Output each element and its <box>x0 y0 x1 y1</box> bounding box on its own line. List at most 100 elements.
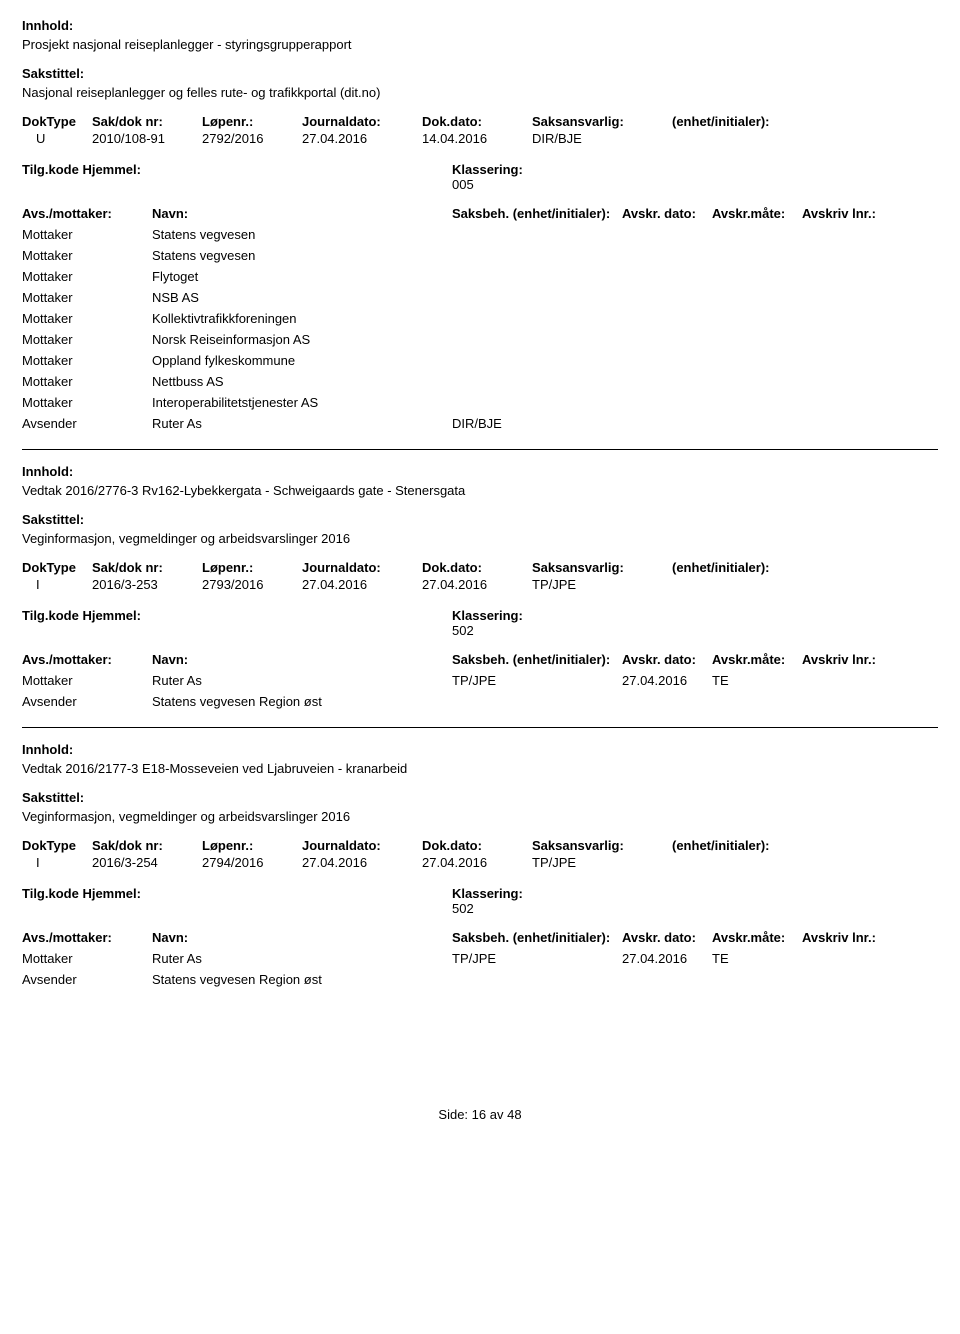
party-header-avskriv-lnr: Avskriv lnr.: <box>802 206 912 221</box>
value-dokDato: 27.04.2016 <box>422 855 532 870</box>
sakstittel-value: Nasjonal reiseplanlegger og felles rute-… <box>22 85 938 100</box>
doc-value-row: I2016/3-2542794/201627.04.201627.04.2016… <box>22 855 938 870</box>
header-dokType: DokType <box>22 560 92 575</box>
klassering-value: 005 <box>452 177 474 192</box>
value-lopenr: 2794/2016 <box>202 855 302 870</box>
party-header-navn: Navn: <box>152 930 452 945</box>
footer-total: 48 <box>507 1107 521 1122</box>
value-saksansvarlig: TP/JPE <box>532 855 672 870</box>
party-header-saksbeh: Saksbeh. (enhet/initialer): <box>452 652 622 667</box>
party-name: Statens vegvesen <box>152 248 452 263</box>
party-row: MottakerKollektivtrafikkforeningen <box>22 311 938 326</box>
header-journaldato: Journaldato: <box>302 114 422 129</box>
party-row: MottakerNettbuss AS <box>22 374 938 389</box>
party-header-navn: Navn: <box>152 652 452 667</box>
party-role: Mottaker <box>22 311 152 326</box>
header-dokDato: Dok.dato: <box>422 838 532 853</box>
party-header-row: Avs./mottaker:Navn:Saksbeh. (enhet/initi… <box>22 652 938 667</box>
party-avskrMate: TE <box>712 673 802 688</box>
party-row: MottakerRuter AsTP/JPE27.04.2016TE <box>22 673 938 688</box>
sakstittel-label: Sakstittel: <box>22 512 938 527</box>
party-header-row: Avs./mottaker:Navn:Saksbeh. (enhet/initi… <box>22 930 938 945</box>
doc-header-row: DokTypeSak/dok nr:Løpenr.:Journaldato:Do… <box>22 114 938 129</box>
tilg-block: Tilg.kode Hjemmel:Klassering:502 <box>22 608 938 638</box>
tilg-block: Tilg.kode Hjemmel:Klassering:502 <box>22 886 938 916</box>
sakstittel-label: Sakstittel: <box>22 790 938 805</box>
innhold-value: Prosjekt nasjonal reiseplanlegger - styr… <box>22 37 938 52</box>
sakstittel-value: Veginformasjon, vegmeldinger og arbeidsv… <box>22 809 938 824</box>
party-role: Mottaker <box>22 290 152 305</box>
header-journaldato: Journaldato: <box>302 560 422 575</box>
header-journaldato: Journaldato: <box>302 838 422 853</box>
value-journaldato: 27.04.2016 <box>302 855 422 870</box>
page-footer: Side: 16 av 48 <box>22 1107 938 1122</box>
doc-header-row: DokTypeSak/dok nr:Løpenr.:Journaldato:Do… <box>22 560 938 575</box>
journal-record: Innhold:Vedtak 2016/2776-3 Rv162-Lybekke… <box>22 464 938 709</box>
party-name: Nettbuss AS <box>152 374 452 389</box>
klassering-label: Klassering: <box>452 886 523 901</box>
party-name: Statens vegvesen Region øst <box>152 694 452 709</box>
header-saksansvarlig: Saksansvarlig: <box>532 560 672 575</box>
header-sakDokNr: Sak/dok nr: <box>92 560 202 575</box>
party-avskrMate: TE <box>712 951 802 966</box>
klassering-label: Klassering: <box>452 608 523 623</box>
party-saksbeh: TP/JPE <box>452 673 622 688</box>
party-name: Statens vegvesen Region øst <box>152 972 452 987</box>
party-saksbeh: DIR/BJE <box>452 416 622 431</box>
party-row: AvsenderStatens vegvesen Region øst <box>22 694 938 709</box>
value-journaldato: 27.04.2016 <box>302 131 422 146</box>
value-dokDato: 14.04.2016 <box>422 131 532 146</box>
footer-prefix: Side: <box>438 1107 468 1122</box>
innhold-label: Innhold: <box>22 742 938 757</box>
tilgkode-hjemmel-label: Tilg.kode Hjemmel: <box>22 886 452 901</box>
party-row: MottakerRuter AsTP/JPE27.04.2016TE <box>22 951 938 966</box>
header-saksansvarlig: Saksansvarlig: <box>532 114 672 129</box>
header-dokType: DokType <box>22 838 92 853</box>
party-name: Oppland fylkeskommune <box>152 353 452 368</box>
party-header-avskr-dato: Avskr. dato: <box>622 206 712 221</box>
header-sakDokNr: Sak/dok nr: <box>92 838 202 853</box>
party-saksbeh: TP/JPE <box>452 951 622 966</box>
party-role: Avsender <box>22 694 152 709</box>
party-header-saksbeh: Saksbeh. (enhet/initialer): <box>452 930 622 945</box>
party-header-avs-mottaker: Avs./mottaker: <box>22 206 152 221</box>
klassering-label: Klassering: <box>452 162 523 177</box>
party-name: Ruter As <box>152 673 452 688</box>
party-avskrDato: 27.04.2016 <box>622 673 712 688</box>
header-dokDato: Dok.dato: <box>422 114 532 129</box>
party-header-row: Avs./mottaker:Navn:Saksbeh. (enhet/initi… <box>22 206 938 221</box>
header-sakDokNr: Sak/dok nr: <box>92 114 202 129</box>
party-header-avskr-dato: Avskr. dato: <box>622 652 712 667</box>
doc-value-row: U2010/108-912792/201627.04.201614.04.201… <box>22 131 938 146</box>
party-header-avs-mottaker: Avs./mottaker: <box>22 930 152 945</box>
party-name: Flytoget <box>152 269 452 284</box>
value-sakDokNr: 2016/3-254 <box>92 855 202 870</box>
party-avskrDato: 27.04.2016 <box>622 951 712 966</box>
party-row: MottakerNSB AS <box>22 290 938 305</box>
party-header-avskr-dato: Avskr. dato: <box>622 930 712 945</box>
header-saksansvarlig: Saksansvarlig: <box>532 838 672 853</box>
record-separator <box>22 449 938 450</box>
innhold-value: Vedtak 2016/2177-3 E18-Mosseveien ved Lj… <box>22 761 938 776</box>
footer-of: av <box>490 1107 504 1122</box>
tilgkode-hjemmel-label: Tilg.kode Hjemmel: <box>22 162 452 177</box>
party-name: Kollektivtrafikkforeningen <box>152 311 452 326</box>
party-role: Mottaker <box>22 227 152 242</box>
header-enhetInitialer: (enhet/initialer): <box>672 838 832 853</box>
value-saksansvarlig: DIR/BJE <box>532 131 672 146</box>
journal-record: Innhold:Prosjekt nasjonal reiseplanlegge… <box>22 18 938 431</box>
sakstittel-value: Veginformasjon, vegmeldinger og arbeidsv… <box>22 531 938 546</box>
party-name: NSB AS <box>152 290 452 305</box>
value-dokType: U <box>22 131 92 146</box>
value-dokType: I <box>22 855 92 870</box>
party-role: Mottaker <box>22 395 152 410</box>
party-name: Ruter As <box>152 951 452 966</box>
header-dokType: DokType <box>22 114 92 129</box>
doc-header-row: DokTypeSak/dok nr:Løpenr.:Journaldato:Do… <box>22 838 938 853</box>
header-enhetInitialer: (enhet/initialer): <box>672 560 832 575</box>
tilgkode-hjemmel-label: Tilg.kode Hjemmel: <box>22 608 452 623</box>
party-row: MottakerInteroperabilitetstjenester AS <box>22 395 938 410</box>
journal-record: Innhold: Vedtak 2016/2177-3 E18-Mosseveie… <box>22 742 938 987</box>
party-role: Mottaker <box>22 951 152 966</box>
value-saksansvarlig: TP/JPE <box>532 577 672 592</box>
